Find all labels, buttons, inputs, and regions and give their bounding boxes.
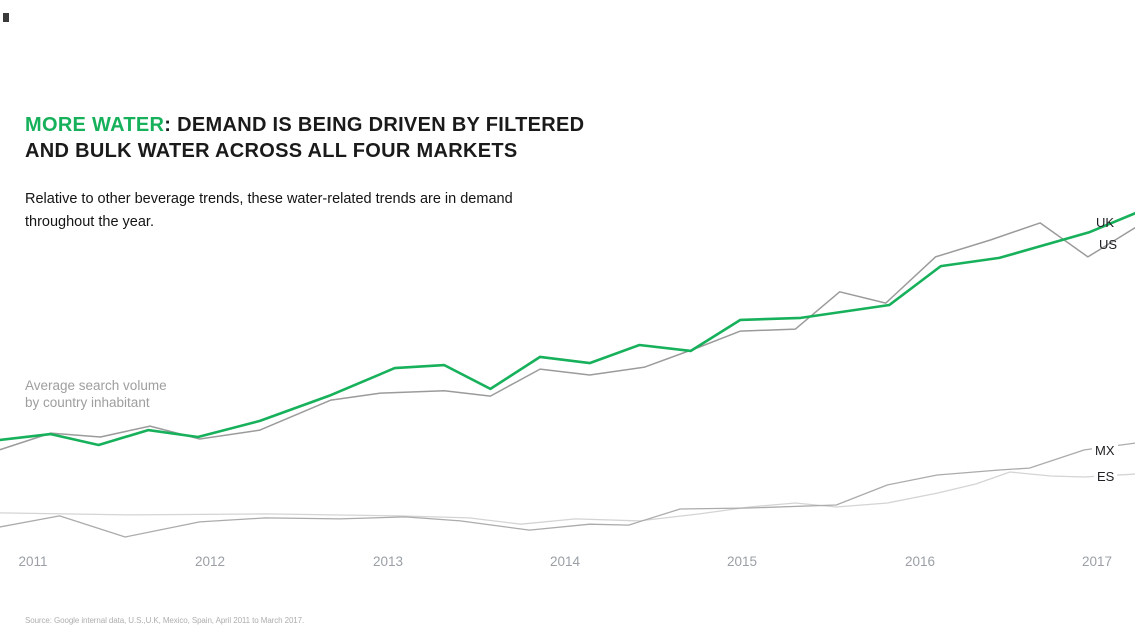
series-label-uk: UK <box>1096 215 1115 230</box>
line-series-mx <box>0 442 1135 538</box>
page-title-rest-line1: : DEMAND IS BEING DRIVEN BY FILTERED <box>164 114 585 136</box>
line-series-us <box>0 222 1135 451</box>
x-tick-label-2012: 2012 <box>194 554 226 569</box>
x-tick-label-2015: 2015 <box>726 554 758 569</box>
page-title-highlight: MORE WATER <box>25 114 165 136</box>
page-title-line2: AND BULK WATER ACROSS ALL FOUR MARKETS <box>25 140 518 162</box>
x-tick-label-2014: 2014 <box>549 554 581 569</box>
x-tick-label-2011: 2011 <box>18 554 48 569</box>
series-label-mx: MX <box>1092 444 1118 458</box>
y-axis-annotation: Average search volume by country inhabit… <box>25 377 167 411</box>
series-label-es: ES <box>1094 470 1118 484</box>
x-tick-label-2017: 2017 <box>1081 554 1113 569</box>
y-axis-annotation-line2: by country inhabitant <box>25 395 150 410</box>
x-tick-label-2013: 2013 <box>372 554 404 569</box>
x-tick-label-2016: 2016 <box>904 554 936 569</box>
screen-edge-artifact <box>3 13 9 22</box>
source-footnote: Source: Google internal data, U.S.,U.K, … <box>25 616 305 625</box>
line-series-es <box>0 471 1135 525</box>
line-series-uk <box>0 211 1135 447</box>
y-axis-annotation-line1: Average search volume <box>25 378 167 393</box>
page-title: MORE WATER: DEMAND IS BEING DRIVEN BY FI… <box>25 112 625 164</box>
series-label-us: US <box>1099 237 1118 252</box>
chart-subtitle: Relative to other beverage trends, these… <box>25 191 513 230</box>
